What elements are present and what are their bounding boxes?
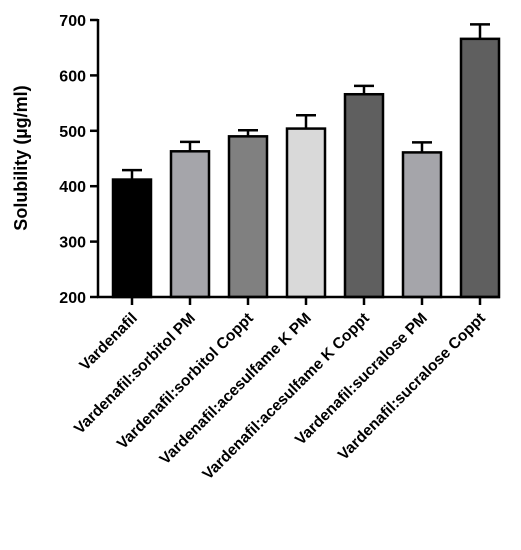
y-tick-label: 700 <box>59 13 86 30</box>
y-axis-title: Solubility (µg/ml) <box>11 85 31 230</box>
axes <box>96 19 500 299</box>
bar <box>459 37 501 299</box>
bar <box>343 92 385 299</box>
y-tick-label: 200 <box>59 290 86 307</box>
y-tick-label: 600 <box>59 68 86 85</box>
y-tick-label: 400 <box>59 179 86 196</box>
bar <box>169 150 211 299</box>
bar <box>401 151 443 299</box>
bar <box>285 127 327 299</box>
y-tick-label: 300 <box>59 235 86 252</box>
y-ticks: 200 300 400 500 600 700 <box>59 13 98 307</box>
error-bars <box>122 23 490 180</box>
x-ticks <box>130 297 482 305</box>
bar <box>111 178 153 299</box>
y-tick-label: 500 <box>59 124 86 141</box>
bar <box>227 135 269 299</box>
bars <box>111 37 501 299</box>
